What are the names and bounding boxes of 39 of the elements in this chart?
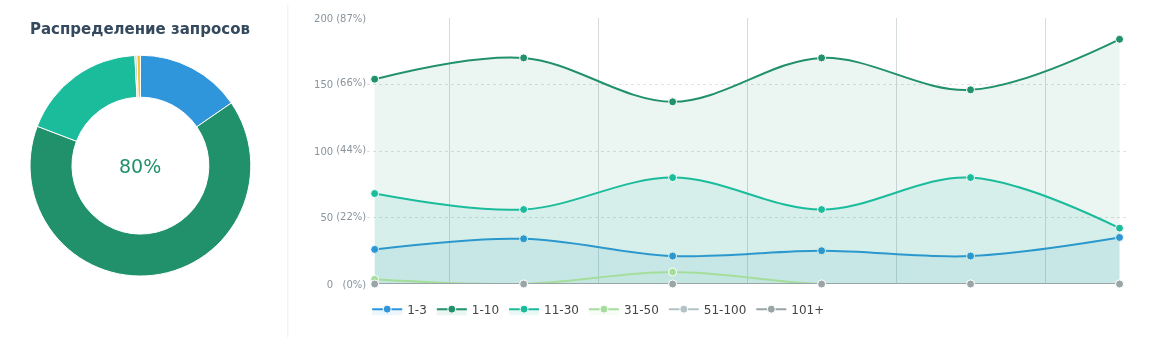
legend-label: 51-100 xyxy=(703,302,747,317)
point xyxy=(817,53,827,63)
point xyxy=(519,53,529,63)
point xyxy=(370,244,380,254)
y-tick-label: 0 xyxy=(326,278,334,290)
legend-label: 101+ xyxy=(791,302,825,317)
y2-tick-label: (0%) xyxy=(342,278,367,290)
chart-title: Распределение запросов xyxy=(30,20,250,38)
point xyxy=(966,173,976,183)
point xyxy=(966,85,976,95)
text: 80% xyxy=(119,155,162,177)
legend-label: 11-30 xyxy=(544,302,579,317)
legend-label: 1-10 xyxy=(471,302,500,317)
point xyxy=(668,267,678,277)
y2-tick-label: (66%) xyxy=(336,76,367,88)
legend-label: 1-3 xyxy=(407,302,427,317)
point xyxy=(817,205,827,215)
y2-tick-label: (87%) xyxy=(336,12,367,24)
point xyxy=(817,246,827,256)
y2-tick-label: (22%) xyxy=(336,211,367,223)
y2-tick-label: (44%) xyxy=(336,143,367,155)
point xyxy=(370,74,380,84)
point xyxy=(966,251,976,261)
point xyxy=(519,205,529,215)
point xyxy=(668,97,678,107)
point xyxy=(370,189,380,199)
legend-label: 31-50 xyxy=(623,302,659,317)
point xyxy=(1115,34,1125,44)
point xyxy=(668,173,678,183)
y-tick-label: 200 xyxy=(314,12,334,24)
point xyxy=(370,279,380,289)
point xyxy=(668,251,678,261)
point xyxy=(668,279,678,289)
point xyxy=(1115,232,1125,242)
point xyxy=(519,234,529,244)
y-tick-label: 100 xyxy=(314,145,334,157)
y-tick-label: 50 xyxy=(320,212,334,223)
y-tick-label: 150 xyxy=(314,79,334,90)
point xyxy=(1115,223,1125,233)
